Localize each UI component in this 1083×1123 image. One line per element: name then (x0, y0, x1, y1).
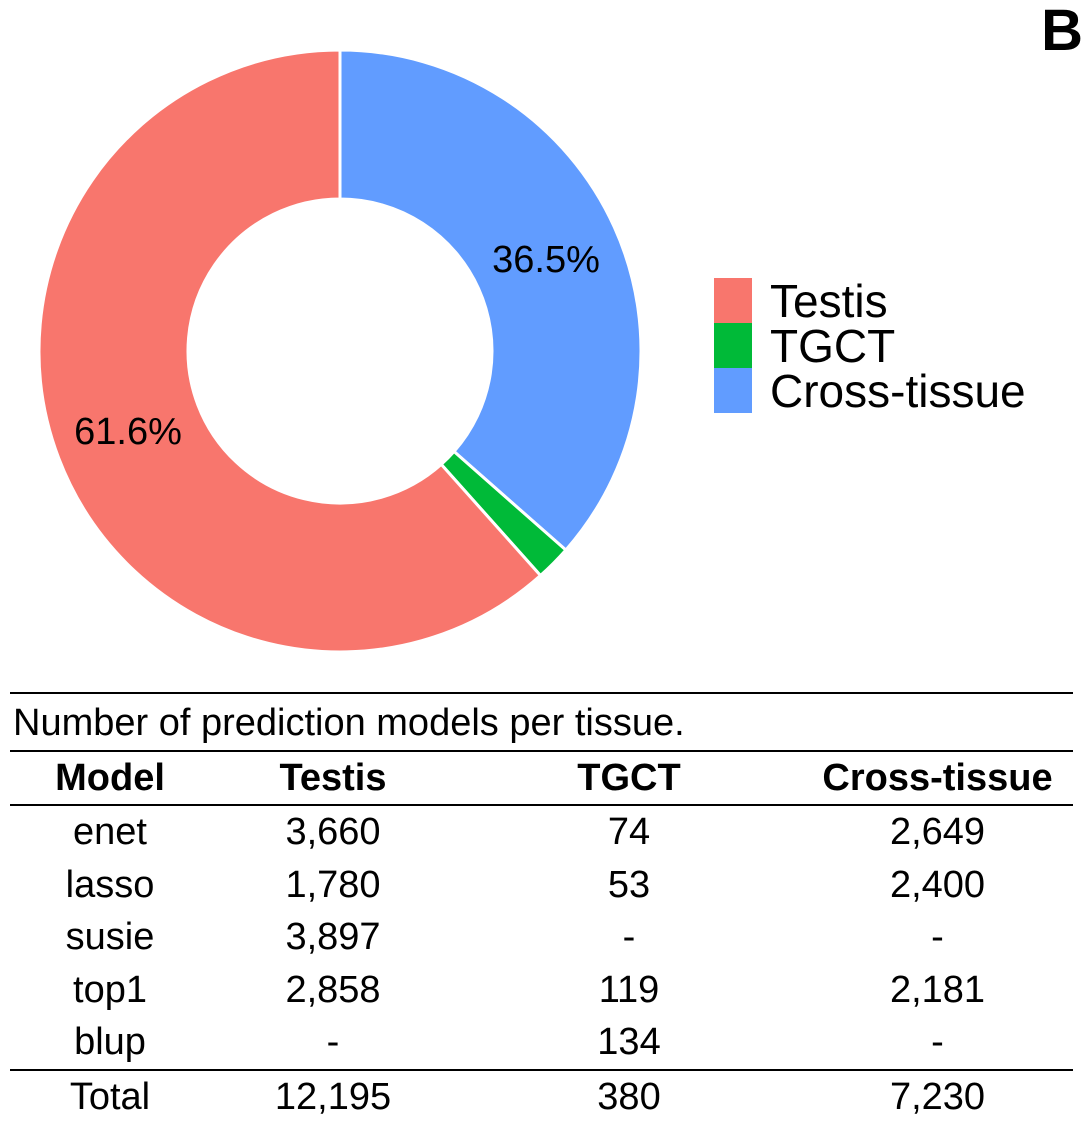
table-header-row: Model Testis TGCT Cross-tissue (10, 751, 1073, 805)
panel-label: B (1041, 2, 1083, 60)
table-row: top1 2,858 119 2,181 (10, 964, 1073, 1017)
slice-label-cross-tissue: 36.5% (492, 239, 600, 281)
legend-swatch-cross-tissue (714, 368, 752, 413)
cell-tgct: 74 (456, 805, 802, 859)
legend-label-tgct: TGCT (770, 323, 895, 369)
header-testis: Testis (210, 751, 456, 805)
cell-cross-tissue: - (802, 911, 1073, 964)
table-caption: Number of prediction models per tissue. (10, 692, 1073, 750)
table-total-row: Total 12,195 380 7,230 (10, 1070, 1073, 1123)
table-row: susie 3,897 - - (10, 911, 1073, 964)
cell-cross-tissue: - (802, 1016, 1073, 1070)
legend-swatch-tgct (714, 323, 752, 368)
cell-total-cross-tissue: 7,230 (802, 1070, 1073, 1123)
cell-testis: 3,660 (210, 805, 456, 859)
cell-model: susie (10, 911, 210, 964)
cell-model: blup (10, 1016, 210, 1070)
legend-item-testis: Testis (714, 278, 1026, 323)
cell-tgct: - (456, 911, 802, 964)
cell-total-testis: 12,195 (210, 1070, 456, 1123)
cell-testis: 1,780 (210, 859, 456, 912)
cell-tgct: 119 (456, 964, 802, 1017)
slice-label-testis: 61.6% (74, 411, 182, 453)
cell-model: lasso (10, 859, 210, 912)
donut-slices (39, 50, 641, 652)
cell-cross-tissue: 2,400 (802, 859, 1073, 912)
header-cross-tissue: Cross-tissue (802, 751, 1073, 805)
cell-tgct: 53 (456, 859, 802, 912)
cell-total-tgct: 380 (456, 1070, 802, 1123)
cell-testis: 2,858 (210, 964, 456, 1017)
legend-label-testis: Testis (770, 278, 888, 324)
legend-label-cross-tissue: Cross-tissue (770, 368, 1026, 414)
cell-cross-tissue: 2,181 (802, 964, 1073, 1017)
header-tgct: TGCT (456, 751, 802, 805)
cell-model: top1 (10, 964, 210, 1017)
table-row: lasso 1,780 53 2,400 (10, 859, 1073, 912)
donut-chart: 36.5% 61.6% (0, 0, 700, 670)
models-table: Number of prediction models per tissue. … (10, 692, 1073, 1123)
legend-item-tgct: TGCT (714, 323, 1026, 368)
header-model: Model (10, 751, 210, 805)
cell-testis: - (210, 1016, 456, 1070)
table-row: enet 3,660 74 2,649 (10, 805, 1073, 859)
cell-total-label: Total (10, 1070, 210, 1123)
donut-slice-cross-tissue (340, 50, 641, 550)
cell-cross-tissue: 2,649 (802, 805, 1073, 859)
cell-tgct: 134 (456, 1016, 802, 1070)
legend-item-cross-tissue: Cross-tissue (714, 368, 1026, 413)
cell-model: enet (10, 805, 210, 859)
legend-swatch-testis (714, 278, 752, 323)
cell-testis: 3,897 (210, 911, 456, 964)
table-row: blup - 134 - (10, 1016, 1073, 1070)
